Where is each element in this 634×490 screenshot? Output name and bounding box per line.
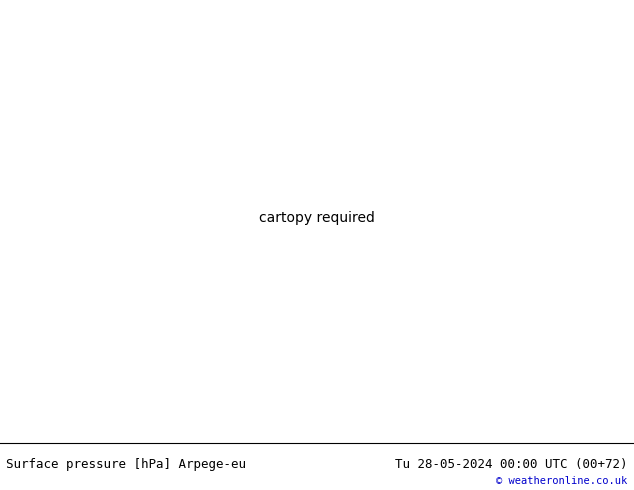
Text: cartopy required: cartopy required xyxy=(259,211,375,225)
Text: Tu 28-05-2024 00:00 UTC (00+72): Tu 28-05-2024 00:00 UTC (00+72) xyxy=(395,458,628,471)
Text: © weatheronline.co.uk: © weatheronline.co.uk xyxy=(496,476,628,486)
Text: Surface pressure [hPa] Arpege-eu: Surface pressure [hPa] Arpege-eu xyxy=(6,458,247,471)
